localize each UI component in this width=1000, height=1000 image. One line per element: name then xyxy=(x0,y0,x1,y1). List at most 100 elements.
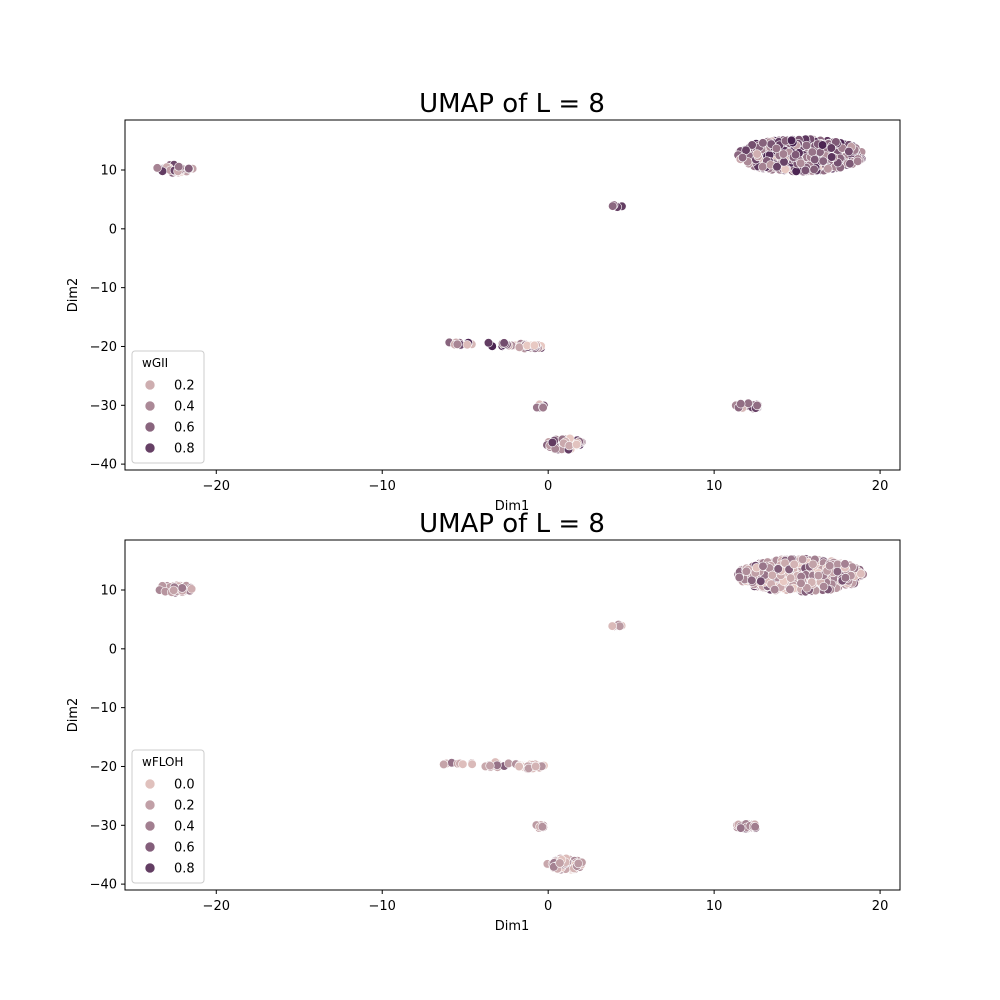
scatter-point xyxy=(767,570,777,580)
scatter-point xyxy=(747,140,757,150)
scatter-point xyxy=(840,559,850,569)
y-axis-label: Dim2 xyxy=(66,698,81,733)
x-tick-label: 10 xyxy=(706,479,723,494)
scatter-point xyxy=(152,163,162,173)
scatter-point xyxy=(607,621,617,631)
scatter-point xyxy=(452,339,462,349)
scatter-point xyxy=(825,561,835,571)
legend: wFLOH 0.0 0.2 0.4 0.6 0.8 xyxy=(131,749,205,884)
legend-marker xyxy=(144,421,156,433)
scatter-point xyxy=(752,149,762,159)
scatter-point xyxy=(844,146,854,157)
y-tick-label: −30 xyxy=(90,819,117,834)
legend-marker xyxy=(144,820,156,832)
umap-panel-bottom: UMAP of L = 8 −20 −10 0 10 20 −40 −30 −20 −10 0 10 D… xyxy=(66,509,901,934)
scatter-point xyxy=(485,761,495,771)
x-tick-label: 10 xyxy=(706,899,723,914)
legend-marker xyxy=(144,379,156,391)
scatter-point xyxy=(573,858,583,869)
scatter-point xyxy=(826,143,836,153)
y-tick-label: −30 xyxy=(90,399,117,414)
scatter-point xyxy=(758,162,768,172)
chart-title: UMAP of L = 8 xyxy=(419,509,605,539)
y-tick-label: 10 xyxy=(100,584,117,599)
legend-marker xyxy=(144,862,156,874)
scatter-point xyxy=(856,569,866,579)
x-tick-label: −10 xyxy=(369,899,396,914)
scatter-point xyxy=(840,573,851,583)
legend-entry-label: 0.4 xyxy=(174,400,195,415)
scatter-point xyxy=(823,164,833,174)
y-tick-label: −20 xyxy=(90,760,117,775)
scatter-point xyxy=(819,581,829,592)
scatter-point xyxy=(537,822,548,832)
scatter-point xyxy=(187,584,197,594)
scatter-point xyxy=(770,584,780,595)
scatter-point xyxy=(458,759,468,769)
scatter-point xyxy=(773,564,783,574)
scatter-point xyxy=(818,156,828,166)
axes-frame xyxy=(124,119,901,471)
y-axis-label: Dim2 xyxy=(66,278,81,313)
legend-entry-label: 0.0 xyxy=(174,778,195,793)
legend-title: wFLOH xyxy=(142,755,183,769)
scatter-point xyxy=(789,559,799,569)
scatter-point xyxy=(853,156,863,166)
y-tick-label: −20 xyxy=(90,340,117,355)
scatter-point xyxy=(809,164,819,174)
scatter-point xyxy=(845,159,855,169)
scatter-point xyxy=(797,554,808,565)
scatter-point xyxy=(555,858,565,868)
legend-title: wGII xyxy=(142,356,168,370)
scatter-point xyxy=(750,822,760,832)
legend-marker xyxy=(144,799,156,811)
legend-marker xyxy=(144,778,156,790)
scatter-points xyxy=(152,134,867,455)
scatter-point xyxy=(778,149,789,159)
chart-title: UMAP of L = 8 xyxy=(419,89,605,119)
scatter-point xyxy=(177,583,187,593)
scatter-point xyxy=(736,823,746,833)
scatter-point xyxy=(817,140,828,150)
scatter-point xyxy=(785,584,795,594)
legend-marker xyxy=(144,400,156,412)
scatter-point xyxy=(734,572,744,583)
legend-entry-label: 0.2 xyxy=(174,379,195,394)
y-tick-label: 0 xyxy=(109,642,117,657)
scatter-point xyxy=(571,439,582,450)
x-tick-label: −20 xyxy=(203,479,230,494)
scatter-point xyxy=(439,759,449,770)
x-tick-label: 0 xyxy=(544,479,552,494)
axes-frame xyxy=(124,539,901,891)
legend-entry-label: 0.4 xyxy=(174,820,195,835)
scatter-point xyxy=(796,578,806,588)
scatter-point xyxy=(514,761,524,772)
scatter-point xyxy=(758,138,768,148)
umap-panel-top: UMAP of L = 8 −20 −10 0 10 20 −40 −30 −20 −10 0 10 D… xyxy=(66,89,901,514)
scatter-point xyxy=(808,559,818,569)
legend-entry-label: 0.6 xyxy=(174,841,195,856)
scatter-point xyxy=(832,566,843,577)
scatter-point xyxy=(467,759,477,769)
x-tick-label: 20 xyxy=(872,479,889,494)
scatter-point xyxy=(747,575,757,585)
scatter-point xyxy=(791,166,801,176)
x-axis-label: Dim1 xyxy=(495,499,530,514)
scatter-point xyxy=(758,561,768,571)
scatter-point xyxy=(531,761,541,772)
scatter-point xyxy=(547,437,558,448)
legend-entry-label: 0.8 xyxy=(174,442,195,457)
legend-entry-label: 0.2 xyxy=(174,799,195,814)
scatter-point xyxy=(499,338,509,348)
scatter-point xyxy=(771,143,782,154)
y-tick-label: 10 xyxy=(100,164,117,179)
scatter-point xyxy=(737,153,748,163)
scatter-point xyxy=(800,165,811,175)
scatter-point xyxy=(169,585,179,595)
scatter-point xyxy=(736,399,746,409)
scatter-point xyxy=(786,573,796,583)
scatter-point xyxy=(796,158,806,168)
scatter-point xyxy=(538,403,548,413)
scatter-point xyxy=(608,201,618,211)
scatter-point xyxy=(786,135,797,145)
